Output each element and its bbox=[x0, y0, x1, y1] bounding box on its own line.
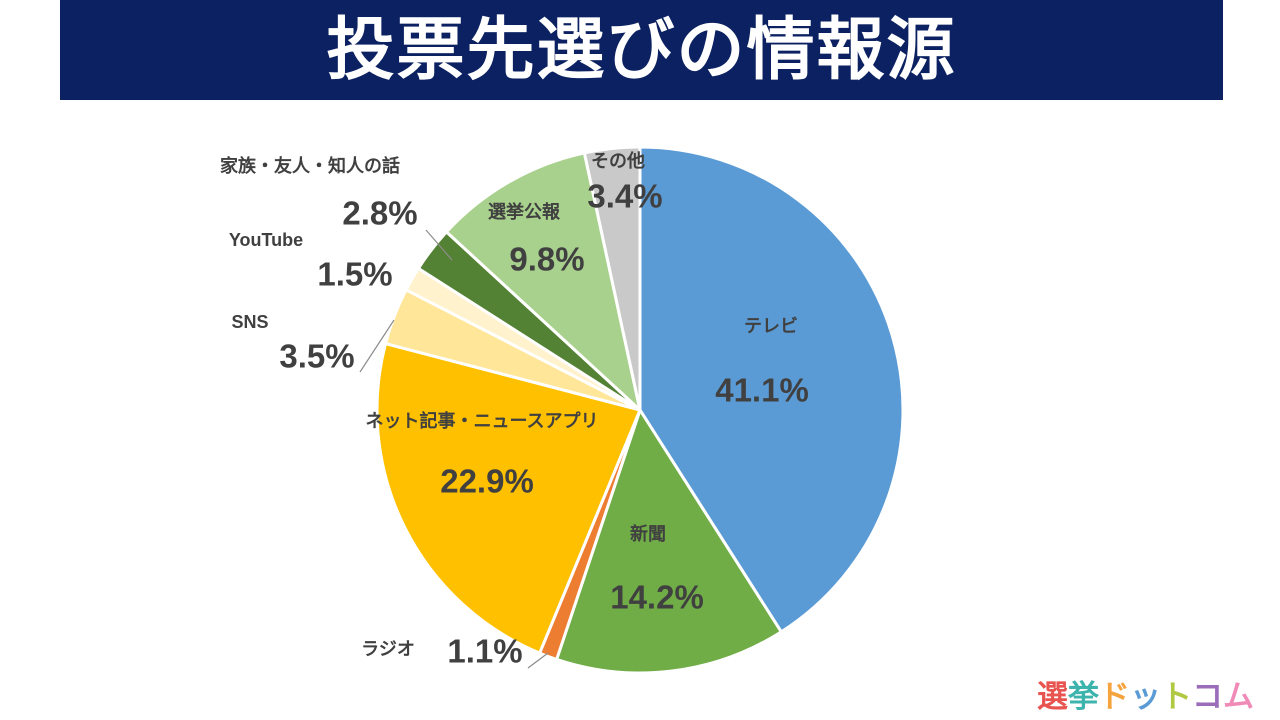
leader-line-sns bbox=[359, 319, 395, 373]
logo-char: コ bbox=[1192, 679, 1223, 714]
pie-slice-newspaper bbox=[555, 408, 783, 675]
pie-slice-bulletin bbox=[444, 151, 642, 412]
leader-line-radio bbox=[527, 652, 549, 669]
logo-char: 挙 bbox=[1068, 679, 1099, 714]
pie-slice-net-news bbox=[375, 342, 642, 655]
logo-senkyo-dot-com: 選挙ドットコム bbox=[1037, 681, 1254, 712]
logo-char: ド bbox=[1099, 679, 1130, 714]
pie-slice-other bbox=[582, 145, 642, 412]
logo-char: ッ bbox=[1130, 679, 1161, 714]
logo-char: ト bbox=[1161, 679, 1192, 714]
title-banner: 投票先選びの情報源 bbox=[60, 0, 1223, 100]
logo-char: 選 bbox=[1037, 679, 1068, 714]
page-title: 投票先選びの情報源 bbox=[326, 12, 957, 88]
logo-char: ム bbox=[1223, 679, 1254, 714]
leader-line-family bbox=[425, 229, 453, 261]
